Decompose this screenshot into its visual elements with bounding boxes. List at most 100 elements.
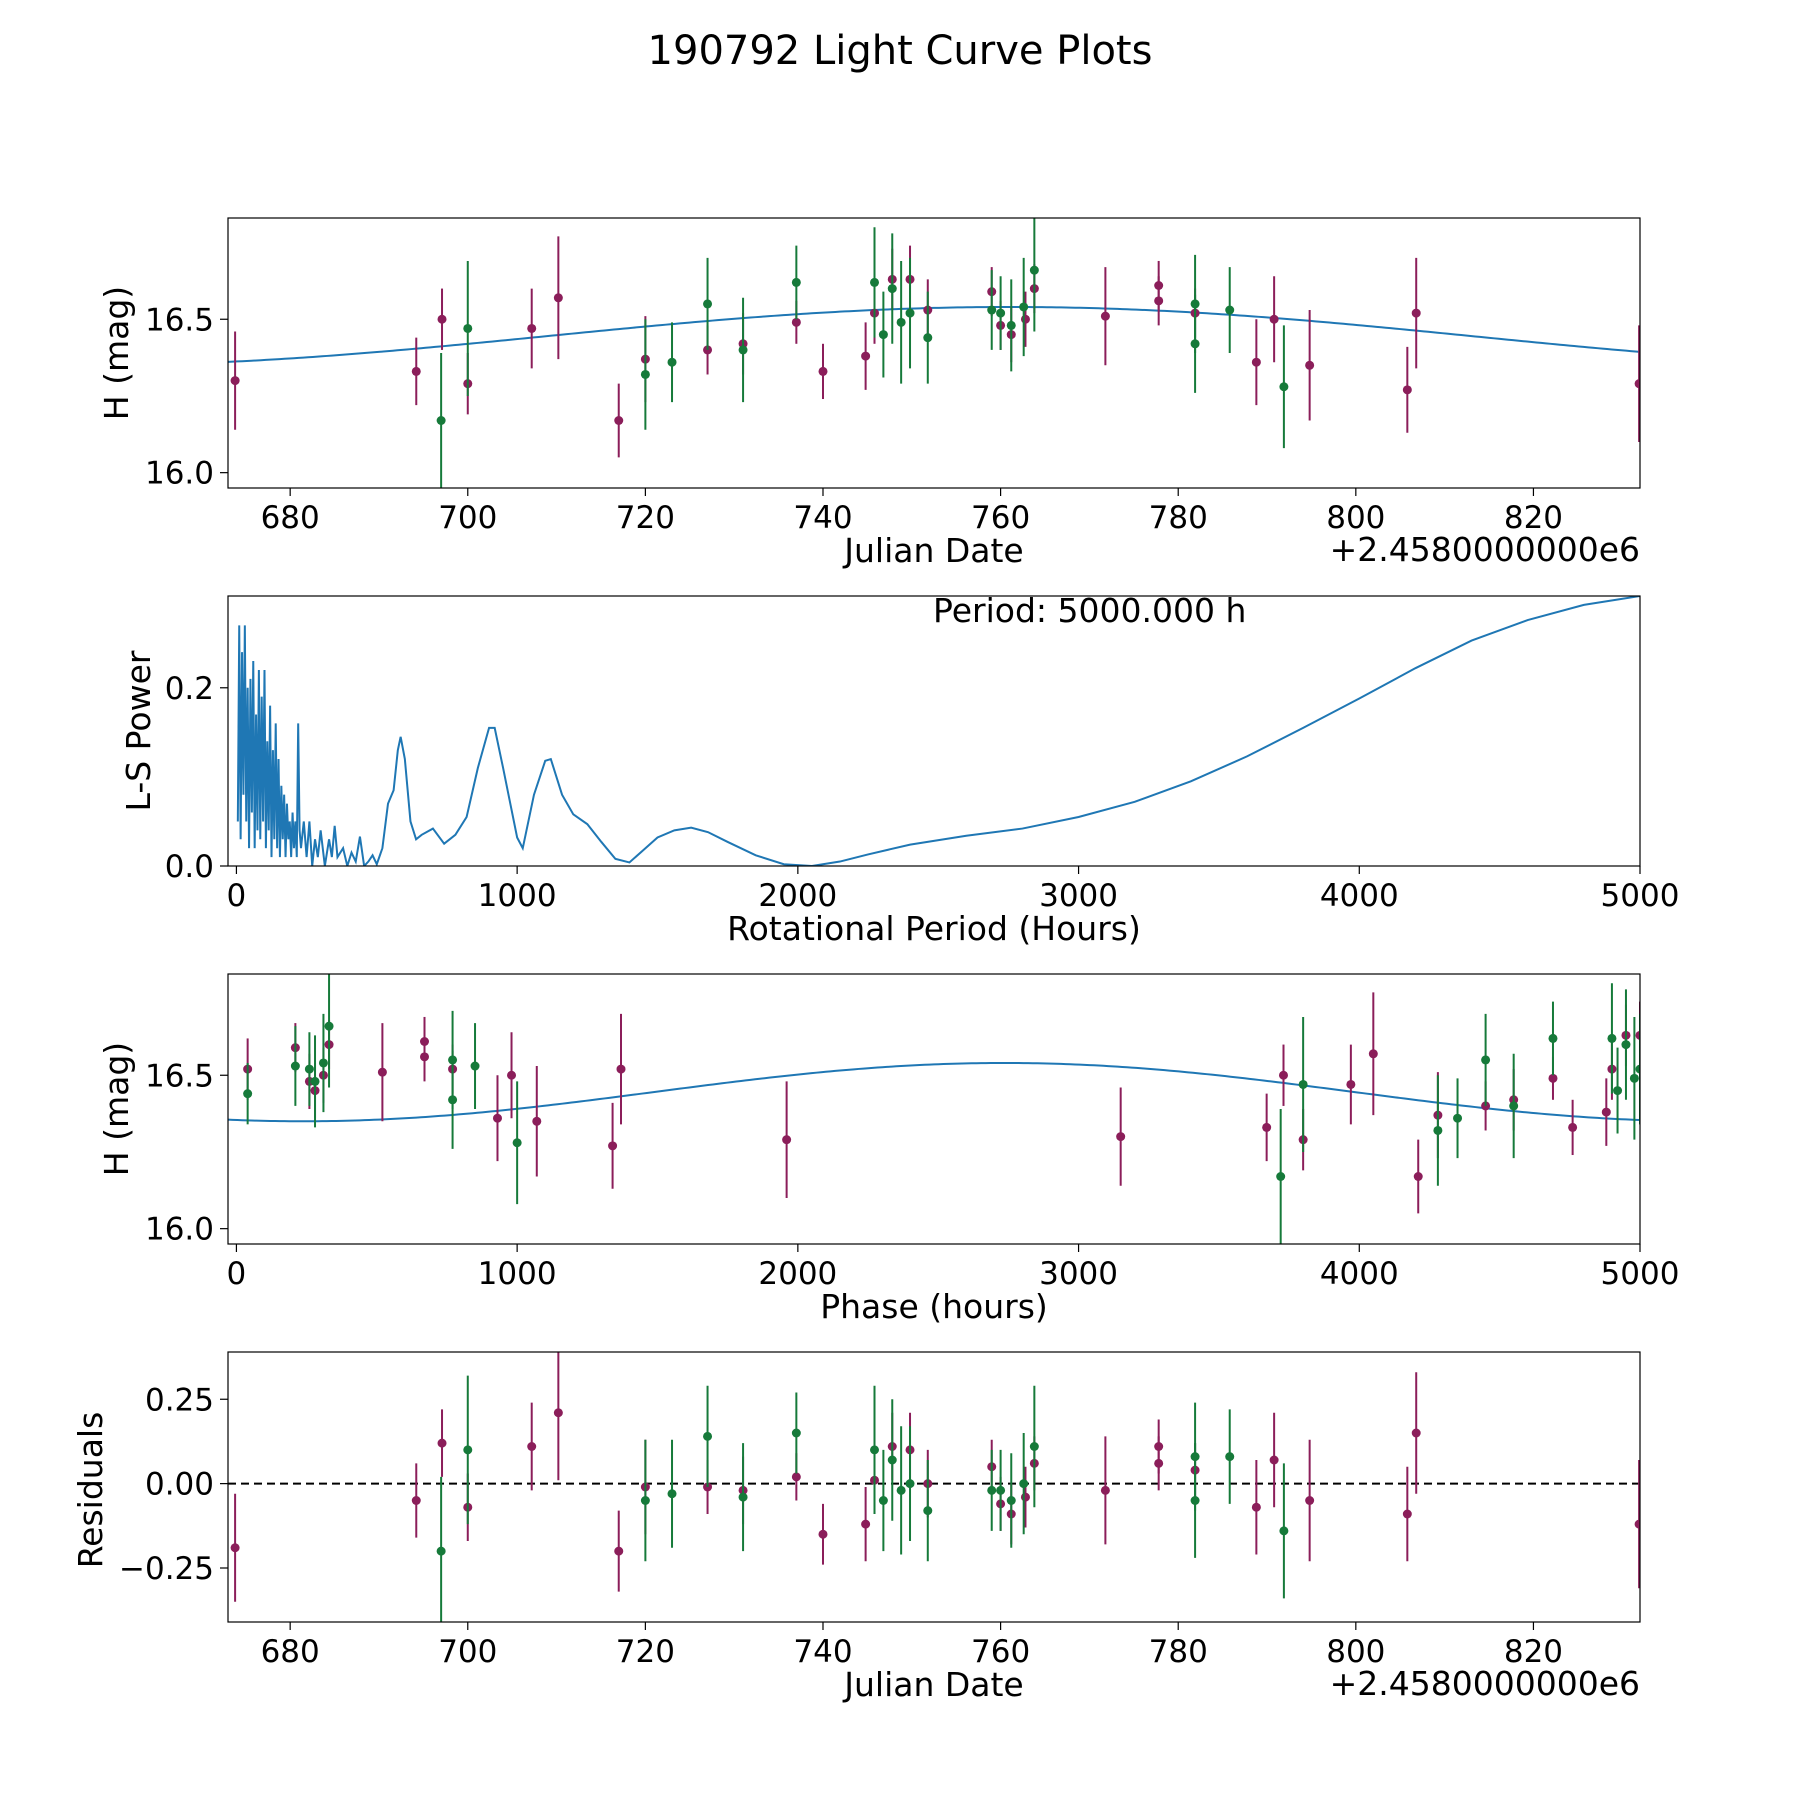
periodogram-xtick-label: 1000: [478, 878, 557, 914]
phase-data: [228, 974, 1640, 1244]
lightcurve-data: [228, 218, 1640, 488]
green-point: [996, 308, 1006, 318]
green-point: [887, 284, 897, 294]
lightcurve-xlabel: Julian Date: [842, 531, 1024, 570]
residuals-xtick-label: 700: [438, 1634, 497, 1670]
green-point: [1006, 1496, 1016, 1505]
green-point: [310, 1076, 320, 1086]
maroon-point: [782, 1135, 792, 1145]
green-point: [1548, 1033, 1558, 1043]
lightcurve-xtick-label: 780: [1149, 500, 1208, 536]
phase-xlabel: Phase (hours): [820, 1287, 1048, 1326]
green-point: [878, 330, 888, 340]
maroon-point: [527, 323, 537, 333]
maroon-point: [1548, 1073, 1558, 1083]
green-point: [1019, 302, 1029, 312]
phase-ytick-label: 16.5: [145, 1058, 214, 1094]
green-point: [905, 308, 915, 318]
maroon-point: [1411, 308, 1421, 318]
green-point: [738, 345, 748, 355]
maroon-point: [1402, 1509, 1412, 1519]
green-point: [1613, 1086, 1623, 1096]
green-point: [878, 1496, 888, 1505]
maroon-point: [1269, 1455, 1279, 1465]
green-point: [905, 1479, 915, 1489]
residuals-frame: [227, 1351, 1641, 1623]
maroon-point: [614, 416, 624, 425]
maroon-point: [1020, 1492, 1030, 1502]
green-point: [448, 1095, 458, 1105]
maroon-point: [861, 351, 871, 361]
lightcurve-xtick-label: 720: [616, 500, 675, 536]
green-point: [243, 1089, 253, 1099]
green-point: [1279, 382, 1289, 392]
maroon-point: [1634, 379, 1640, 389]
maroon-point: [411, 366, 421, 376]
maroon-point: [527, 1442, 537, 1451]
residuals-ytick-label: 0.25: [145, 1382, 214, 1418]
residuals-ylabel: Residuals: [71, 1412, 110, 1569]
periodogram-ytick-label: 0.2: [165, 671, 214, 707]
maroon-point: [861, 1519, 871, 1529]
period-annotation: Period: 5000.000 h: [933, 591, 1246, 630]
green-point: [640, 1496, 650, 1505]
periodogram-xtick-label: 0: [227, 878, 247, 914]
green-point: [1298, 1079, 1308, 1089]
maroon-point: [1269, 314, 1279, 324]
phase-xtick-label: 5000: [1601, 1256, 1680, 1292]
residuals-offset-text: +2.4580000000e6: [1330, 1664, 1640, 1703]
lightcurve-xtick-label: 680: [261, 500, 320, 536]
phase-ytick-label: 16.0: [145, 1212, 214, 1248]
phase-xtick-label: 2000: [758, 1256, 837, 1292]
green-point: [436, 416, 446, 425]
maroon-point: [437, 314, 447, 324]
maroon-point: [818, 1529, 828, 1539]
maroon-point: [1411, 1428, 1421, 1438]
lightcurve-offset-text: +2.4580000000e6: [1330, 530, 1640, 569]
power-line: [236, 596, 1640, 866]
green-point: [896, 1485, 906, 1495]
phase-frame: [227, 973, 1641, 1245]
green-point: [1190, 339, 1200, 349]
green-point: [1629, 1073, 1639, 1083]
green-point: [870, 277, 880, 287]
green-point: [463, 323, 473, 333]
green-point: [1621, 1040, 1631, 1050]
maroon-point: [377, 1067, 387, 1077]
green-point: [1481, 1055, 1491, 1065]
green-point: [290, 1061, 300, 1071]
green-point: [791, 1428, 801, 1438]
green-point: [304, 1064, 314, 1074]
maroon-point: [1116, 1132, 1126, 1142]
residuals-xtick-label: 760: [971, 1634, 1030, 1670]
maroon-point: [1634, 1519, 1640, 1529]
green-point: [1276, 1172, 1286, 1181]
phase-ylabel: H (mag): [97, 1042, 136, 1176]
phase-xtick-label: 3000: [1039, 1256, 1118, 1292]
residuals-xtick-label: 720: [616, 1634, 675, 1670]
green-point: [1019, 1479, 1029, 1489]
green-point: [987, 1485, 997, 1495]
residuals-xlabel: Julian Date: [842, 1665, 1024, 1704]
green-point: [896, 317, 906, 327]
maroon-point: [608, 1141, 618, 1151]
green-point: [1509, 1101, 1519, 1111]
maroon-point: [791, 1472, 801, 1482]
green-point: [512, 1138, 522, 1148]
maroon-point: [411, 1496, 421, 1505]
lightcurve-xtick-label: 820: [1504, 500, 1563, 536]
green-point: [667, 1489, 677, 1499]
page-title: 190792 Light Curve Plots: [647, 28, 1153, 74]
phase-xtick-label: 0: [227, 1256, 247, 1292]
lightcurve-ylabel: H (mag): [97, 286, 136, 420]
lightcurve-xtick-label: 760: [971, 500, 1030, 536]
maroon-point: [1305, 360, 1315, 370]
phase-panel: 0 1000 2000 3000 4000 5000 16.0 16.5 Phase (hou…: [97, 973, 1680, 1326]
green-point: [923, 333, 933, 343]
lightcurve-ytick-label: 16.0: [145, 456, 214, 492]
green-point: [1225, 1452, 1235, 1462]
maroon-point: [1100, 311, 1110, 321]
maroon-point: [818, 366, 828, 376]
green-point: [1029, 265, 1039, 275]
